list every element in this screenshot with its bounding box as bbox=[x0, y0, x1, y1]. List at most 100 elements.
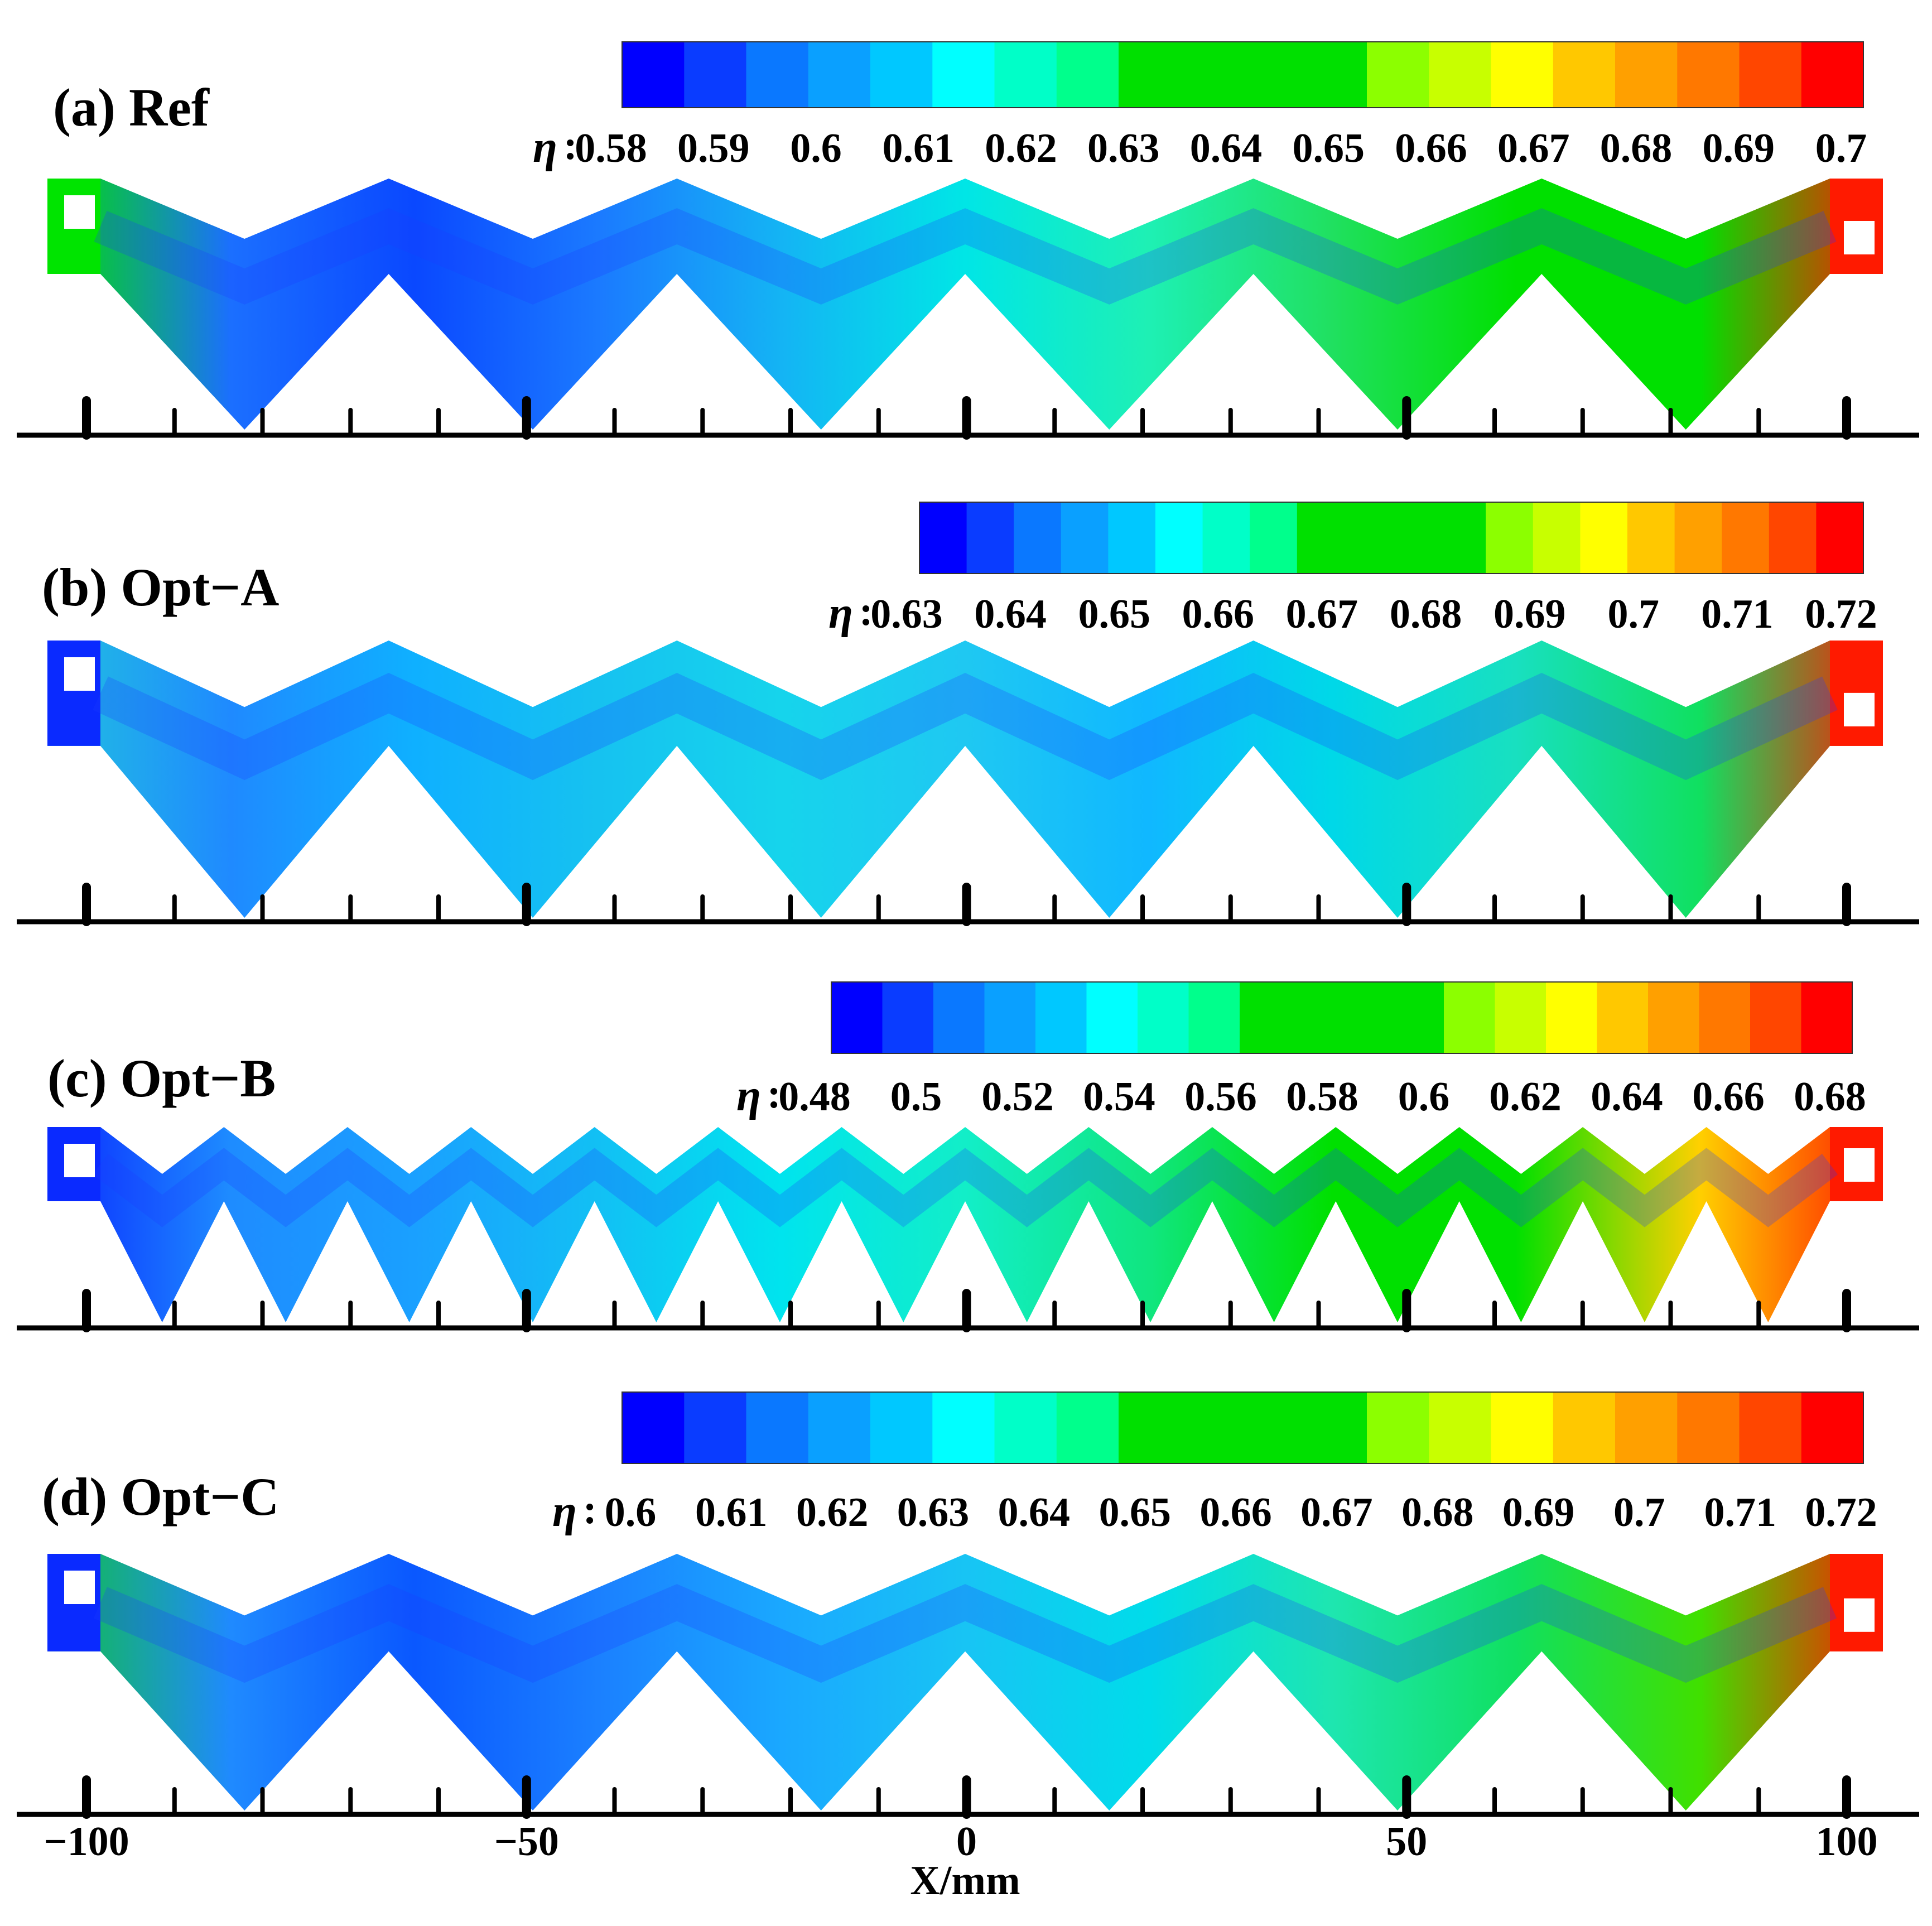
colorbar-tick-label: 0.64 bbox=[1190, 126, 1263, 171]
colorbar-swatch bbox=[932, 1392, 995, 1463]
colorbar-swatch bbox=[1597, 982, 1649, 1053]
colorbar-tick-label: 0.66 bbox=[1199, 1490, 1272, 1535]
colorbar-swatch bbox=[1367, 1392, 1429, 1463]
colorbar-tick-label: 0.62 bbox=[796, 1490, 869, 1535]
colorbar-tick-label: 0.5 bbox=[890, 1074, 942, 1120]
panel-title: (d) Opt−C bbox=[42, 1467, 279, 1527]
colorbar-swatch bbox=[1674, 502, 1722, 574]
colorbar-swatch bbox=[622, 42, 685, 108]
outlet-port bbox=[1844, 692, 1875, 726]
colorbar-swatch bbox=[622, 1392, 685, 1463]
colorbar-swatch bbox=[1297, 502, 1345, 574]
variable-colon: : bbox=[583, 1487, 597, 1533]
colorbar-frame bbox=[621, 41, 1864, 108]
colorbar-swatch bbox=[1391, 502, 1439, 574]
colorbar-swatch bbox=[1155, 502, 1203, 574]
colorbar-tick-label: 0.67 bbox=[1497, 126, 1570, 171]
colorbar-tick-label: 0.72 bbox=[1805, 1490, 1877, 1535]
variable-symbol: η bbox=[552, 1487, 577, 1536]
panel-d: (d) Opt−C η:0.6 0.61 0.62 0.63 0.64 0.65 0.66 0.… bbox=[17, 1391, 1919, 1819]
panel-a: (a) Ref η:0.58 0.59 0.6 0.61 0.62 0.63 0.64 0.65… bbox=[17, 41, 1919, 440]
colorbar-swatch bbox=[1056, 1392, 1119, 1463]
colorbar-swatch bbox=[1119, 42, 1181, 108]
inlet-port bbox=[64, 1144, 95, 1177]
colorbar-tick-label: 0.66 bbox=[1182, 591, 1255, 637]
channel-contour bbox=[47, 179, 1883, 430]
colorbar-tick-label: 0.69 bbox=[1493, 591, 1566, 637]
colorbar-tick-label: 0.68 bbox=[1794, 1074, 1866, 1120]
colorbar-tick-label: 0.66 bbox=[1395, 126, 1467, 171]
colorbar-swatch bbox=[746, 42, 809, 108]
colorbar-swatch bbox=[870, 42, 933, 108]
colorbar-swatch bbox=[1553, 42, 1616, 108]
colorbar-swatch bbox=[1677, 42, 1740, 108]
colorbar-swatch bbox=[1188, 982, 1240, 1053]
colorbar-swatch bbox=[1014, 502, 1062, 574]
colorbar-swatch bbox=[1648, 982, 1700, 1053]
colorbar-tick-label: 0.48 bbox=[778, 1074, 851, 1120]
axis-baseline bbox=[17, 883, 1919, 926]
x-axis-label: X/mm bbox=[910, 1858, 1020, 1904]
colorbar-swatch bbox=[1739, 1392, 1802, 1463]
channel-contour bbox=[47, 1127, 1883, 1322]
colorbar bbox=[621, 41, 1864, 108]
colorbar-swatch bbox=[1816, 502, 1864, 574]
x-axis-tick-label: −100 bbox=[44, 1819, 129, 1865]
channel-body bbox=[47, 641, 1883, 918]
colorbar-tick-label: 0.61 bbox=[695, 1490, 768, 1535]
colorbar-tick-label: 0.58 bbox=[575, 126, 647, 171]
colorbar-tick-label: 0.7 bbox=[1613, 1490, 1665, 1535]
colorbar-tick-label: 0.59 bbox=[677, 126, 750, 171]
colorbar-swatch bbox=[1108, 502, 1156, 574]
channel-body bbox=[47, 1554, 1883, 1811]
panel-c: (c) Opt−B η:0.48 0.5 0.52 0.54 0.56 0.58 0.6 0.6… bbox=[17, 981, 1919, 1332]
colorbar-tick-label: 0.6 bbox=[605, 1490, 657, 1535]
colorbar-swatch bbox=[1801, 1392, 1864, 1463]
channel-core-band bbox=[93, 672, 1838, 781]
colorbar-tick-label: 0.68 bbox=[1390, 591, 1462, 637]
colorbar-tick-label: 0.62 bbox=[985, 126, 1057, 171]
colorbar-frame bbox=[831, 981, 1853, 1054]
colorbar-swatch bbox=[1769, 502, 1817, 574]
colorbar-swatch bbox=[746, 1392, 809, 1463]
colorbar-tick-label: 0.72 bbox=[1805, 591, 1877, 637]
colorbar-swatch bbox=[1240, 982, 1292, 1053]
colorbar-swatch bbox=[1801, 982, 1853, 1053]
colorbar-tick-label: 0.65 bbox=[1099, 1490, 1171, 1535]
colorbar-swatch bbox=[1739, 42, 1802, 108]
panel-title: (c) Opt−B bbox=[47, 1048, 276, 1108]
inlet-port bbox=[64, 657, 95, 691]
colorbar-tick-label: 0.7 bbox=[1608, 591, 1660, 637]
colorbar-swatch bbox=[1627, 502, 1675, 574]
colorbar-swatch bbox=[1242, 1392, 1305, 1463]
colorbar-swatch bbox=[684, 1392, 747, 1463]
channel-body bbox=[47, 179, 1883, 430]
colorbar-tick-label: 0.69 bbox=[1502, 1490, 1575, 1535]
colorbar-swatch bbox=[1722, 502, 1770, 574]
colorbar-swatch bbox=[1553, 1392, 1616, 1463]
colorbar-tick-label: 0.71 bbox=[1701, 591, 1774, 637]
colorbar-swatch bbox=[966, 502, 1014, 574]
variable-symbol: η bbox=[736, 1071, 761, 1120]
colorbar-tick-label: 0.58 bbox=[1286, 1074, 1358, 1120]
colorbar-swatch bbox=[870, 1392, 933, 1463]
x-axis-tick-label: 100 bbox=[1816, 1819, 1878, 1865]
colorbar-tick-label: 0.52 bbox=[981, 1074, 1054, 1120]
inlet-port bbox=[64, 195, 95, 229]
colorbar-swatch bbox=[1119, 1392, 1181, 1463]
colorbar-swatch bbox=[1056, 42, 1119, 108]
colorbar-swatch bbox=[831, 982, 883, 1053]
colorbar-swatch bbox=[1250, 502, 1298, 574]
colorbar-swatch bbox=[1242, 42, 1305, 108]
colorbar-swatch bbox=[994, 1392, 1057, 1463]
colorbar-swatch bbox=[1491, 1392, 1554, 1463]
outlet-port bbox=[1844, 1598, 1875, 1632]
colorbar-frame bbox=[919, 502, 1864, 574]
colorbar-tick-label: 0.61 bbox=[883, 126, 955, 171]
colorbar-swatch bbox=[994, 42, 1057, 108]
colorbar-swatch bbox=[684, 42, 747, 108]
colorbar-swatch bbox=[1342, 982, 1394, 1053]
colorbar bbox=[621, 1391, 1864, 1464]
